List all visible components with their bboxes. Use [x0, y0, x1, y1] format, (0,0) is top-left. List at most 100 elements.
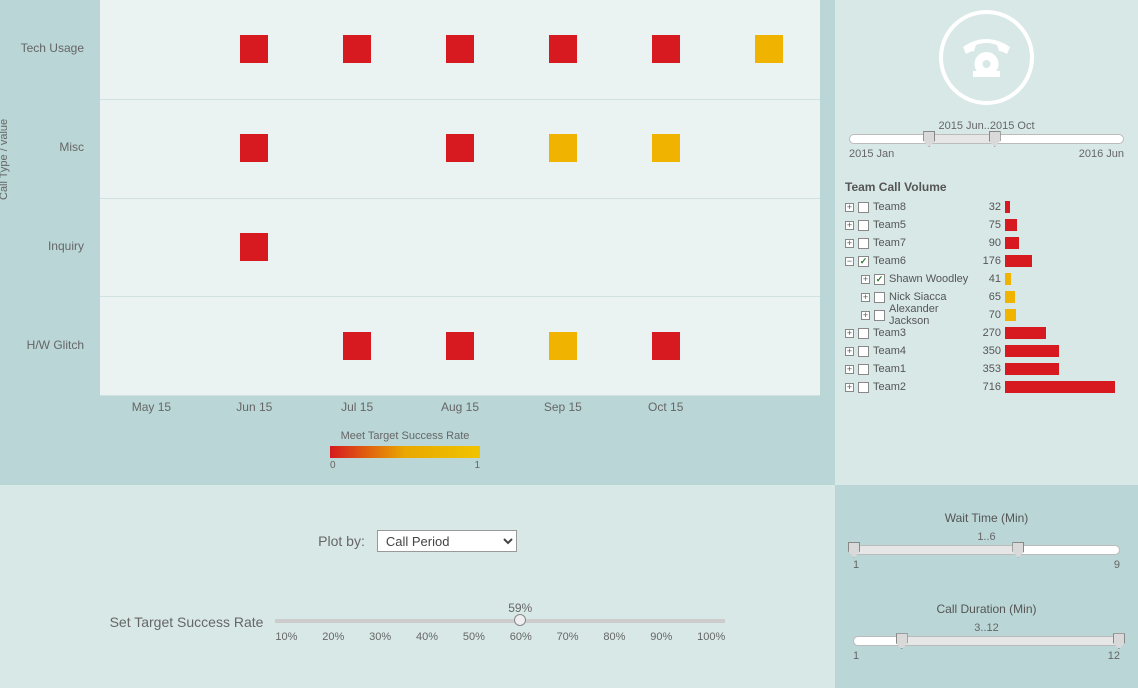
heatmap-cell[interactable]	[652, 134, 680, 162]
tree-label: Alexander Jackson	[889, 303, 973, 327]
tree-row[interactable]: +Team1353	[845, 360, 1128, 378]
expander-icon[interactable]: −	[845, 257, 854, 266]
pct-tick: 40%	[416, 631, 438, 643]
heatmap-cell[interactable]	[549, 134, 577, 162]
time-slider-max: 2016 Jun	[1079, 148, 1124, 160]
x-category: Jul 15	[332, 400, 382, 414]
target-rate-row: Set Target Success Rate 59% 10%20%30%40%…	[20, 601, 815, 643]
tree-value: 41	[973, 273, 1001, 285]
expander-icon[interactable]: +	[845, 365, 854, 374]
tree-row[interactable]: + Team4350	[845, 342, 1128, 360]
tree-value: 70	[973, 309, 1001, 321]
heatmap-cell[interactable]	[240, 233, 268, 261]
pct-tick: 90%	[650, 631, 672, 643]
x-category: Aug 15	[435, 400, 485, 414]
wait-time-range: 1..6	[853, 531, 1120, 543]
tree-value: 350	[973, 345, 1001, 357]
target-rate-slider[interactable]: 59% 10%20%30%40%50%60%70%80%90%100%	[275, 601, 725, 643]
heatmap-cell[interactable]	[549, 35, 577, 63]
tree-row[interactable]: + Team2716	[845, 378, 1128, 396]
expander-icon[interactable]: +	[845, 203, 854, 212]
tree-bar	[1005, 327, 1046, 339]
tree-row[interactable]: +Nick Siacca65	[845, 288, 1128, 306]
time-slider[interactable]: 2015 Jun..2015 Oct 2015 Jan 2016 Jun	[849, 120, 1124, 160]
tree-label: Team2	[873, 381, 973, 393]
expander-icon[interactable]: +	[861, 311, 870, 320]
wait-handle-end[interactable]	[1012, 542, 1024, 558]
checkbox[interactable]	[858, 238, 869, 249]
checkbox[interactable]	[874, 292, 885, 303]
pct-tick: 30%	[369, 631, 391, 643]
checkbox[interactable]	[858, 328, 869, 339]
wait-max: 9	[1114, 559, 1120, 571]
heatmap-cell[interactable]	[343, 332, 371, 360]
team-tree: Team Call Volume +Team832+Team575+Team79…	[845, 180, 1128, 396]
x-category: Sep 15	[538, 400, 588, 414]
y-category: Tech Usage	[0, 41, 100, 55]
dur-max: 12	[1108, 650, 1120, 662]
tree-label: Team5	[873, 219, 973, 231]
legend-gradient	[330, 446, 480, 458]
checkbox[interactable]	[858, 202, 869, 213]
heatmap-cell[interactable]	[549, 332, 577, 360]
wait-time-block: Wait Time (Min) 1..6 1 9	[845, 511, 1128, 571]
heatmap-cell[interactable]	[446, 134, 474, 162]
checkbox[interactable]	[858, 220, 869, 231]
tree-row[interactable]: +Team832	[845, 198, 1128, 216]
call-duration-block: Call Duration (Min) 3..12 1 12	[845, 602, 1128, 662]
tree-bar	[1005, 255, 1032, 267]
expander-icon[interactable]: +	[845, 383, 854, 392]
tree-value: 716	[973, 381, 1001, 393]
time-slider-handle-end[interactable]	[989, 131, 1001, 147]
wait-time-slider[interactable]: 1..6 1 9	[853, 531, 1120, 571]
expander-icon[interactable]: +	[861, 293, 870, 302]
heatmap-cell[interactable]	[446, 35, 474, 63]
call-duration-slider[interactable]: 3..12 1 12	[853, 622, 1120, 662]
checkbox[interactable]	[858, 256, 869, 267]
expander-icon[interactable]: +	[845, 239, 854, 248]
expander-icon[interactable]: +	[845, 329, 854, 338]
plot-by-select[interactable]: Call Period	[377, 530, 517, 552]
checkbox[interactable]	[874, 274, 885, 285]
tree-row[interactable]: −Team6176	[845, 252, 1128, 270]
time-slider-track[interactable]	[849, 134, 1124, 144]
checkbox[interactable]	[858, 382, 869, 393]
wait-handle-start[interactable]	[848, 542, 860, 558]
heatmap-cell[interactable]	[755, 35, 783, 63]
tree-row[interactable]: +Shawn Woodley41	[845, 270, 1128, 288]
x-category: Jun 15	[229, 400, 279, 414]
heatmap-cell[interactable]	[652, 35, 680, 63]
tree-row[interactable]: +Team3270	[845, 324, 1128, 342]
expander-icon[interactable]: +	[845, 347, 854, 356]
heatmap-cell[interactable]	[343, 35, 371, 63]
phone-icon-wrap	[845, 10, 1128, 105]
tree-value: 32	[973, 201, 1001, 213]
heatmap-cell[interactable]	[652, 332, 680, 360]
tree-label: Team4	[873, 345, 973, 357]
legend-min: 0	[330, 460, 336, 471]
tree-row[interactable]: +Team575	[845, 216, 1128, 234]
legend-max: 1	[474, 460, 480, 471]
expander-icon[interactable]: +	[845, 221, 854, 230]
target-rate-handle[interactable]	[514, 614, 526, 626]
tree-bar	[1005, 273, 1011, 285]
tree-value: 90	[973, 237, 1001, 249]
expander-icon[interactable]: +	[861, 275, 870, 284]
time-slider-range: 2015 Jun..2015 Oct	[849, 120, 1124, 132]
time-slider-handle-start[interactable]	[923, 131, 935, 147]
checkbox[interactable]	[858, 364, 869, 375]
checkbox[interactable]	[858, 346, 869, 357]
dur-min: 1	[853, 650, 859, 662]
wait-time-title: Wait Time (Min)	[845, 511, 1128, 525]
tree-row[interactable]: + Alexander Jackson70	[845, 306, 1128, 324]
legend: Meet Target Success Rate 0 1	[330, 430, 480, 471]
heatmap-cell[interactable]	[240, 35, 268, 63]
tree-bar	[1005, 309, 1016, 321]
dur-handle-start[interactable]	[896, 633, 908, 649]
heatmap-cell[interactable]	[446, 332, 474, 360]
target-rate-label: Set Target Success Rate	[110, 614, 264, 630]
dur-handle-end[interactable]	[1113, 633, 1125, 649]
checkbox[interactable]	[874, 310, 885, 321]
heatmap-cell[interactable]	[240, 134, 268, 162]
tree-row[interactable]: +Team790	[845, 234, 1128, 252]
